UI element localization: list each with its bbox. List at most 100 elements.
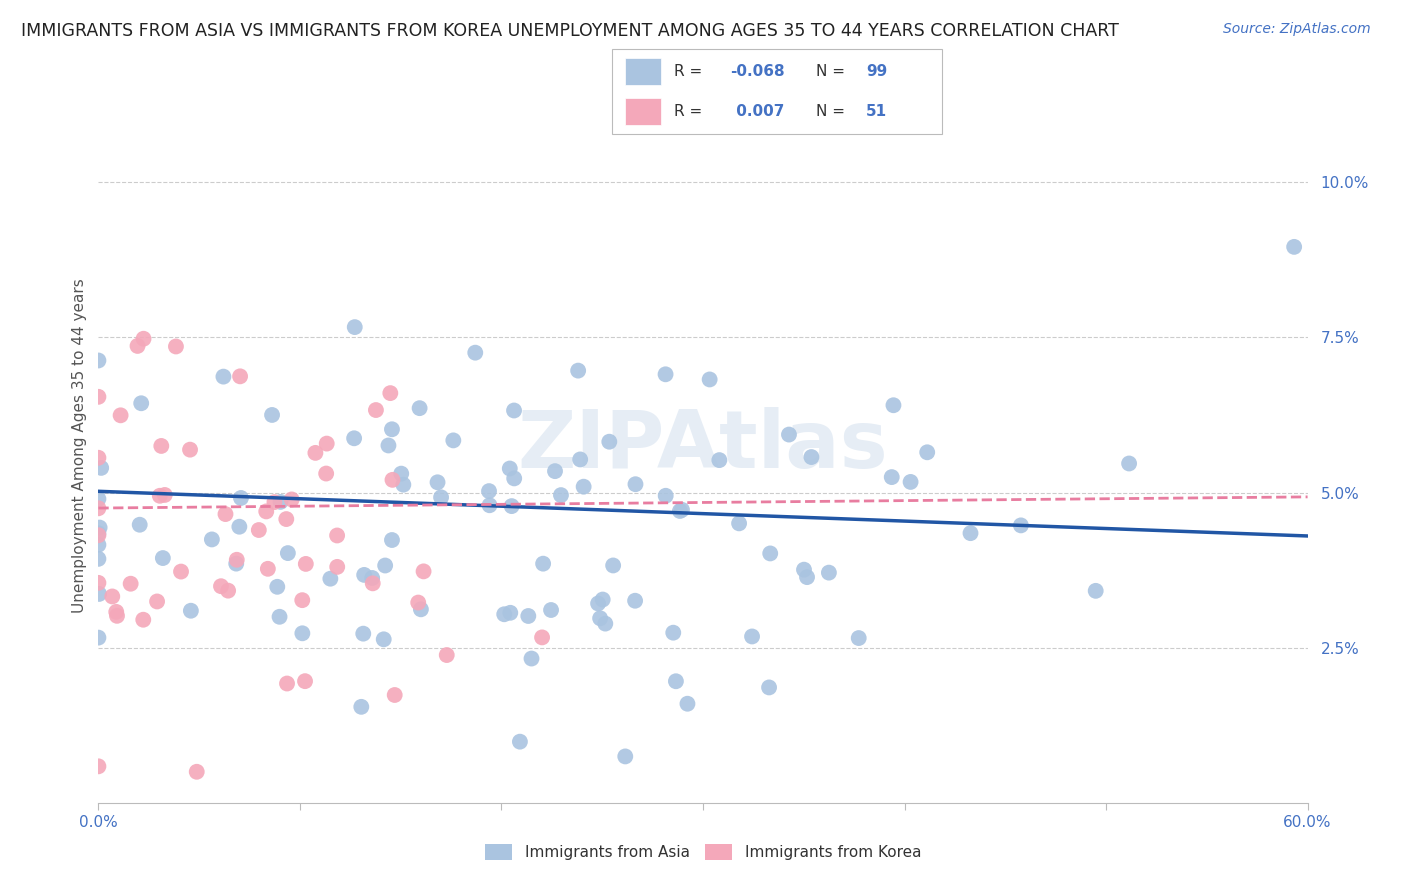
Point [87, 491, 110, 506]
Point [212, 369, 235, 384]
FancyBboxPatch shape [624, 98, 661, 126]
Point [501, 499, 523, 513]
Point [778, 427, 800, 442]
Point [662, 625, 685, 640]
Point [586, 597, 609, 611]
Point [624, 593, 647, 607]
Point [343, 320, 366, 334]
Text: 0.007: 0.007 [731, 104, 785, 120]
Point [319, 572, 342, 586]
Point [699, 372, 721, 386]
Point [87, 587, 110, 601]
Point [217, 583, 239, 598]
Point [517, 609, 540, 624]
Point [595, 616, 617, 631]
Point [1118, 457, 1140, 471]
Point [353, 568, 375, 582]
Text: N =: N = [817, 63, 851, 78]
Point [276, 512, 298, 526]
Point [478, 498, 501, 512]
Point [531, 557, 554, 571]
Point [132, 613, 155, 627]
Point [149, 489, 172, 503]
Point [915, 445, 938, 459]
Point [105, 605, 128, 619]
Point [503, 403, 526, 417]
Point [87, 575, 110, 590]
Point [170, 565, 193, 579]
Point [669, 504, 692, 518]
Point [128, 517, 150, 532]
Point [1010, 518, 1032, 533]
Point [572, 480, 595, 494]
Point [229, 491, 252, 505]
Point [165, 339, 187, 353]
Text: N =: N = [817, 104, 851, 120]
Point [90, 461, 112, 475]
FancyBboxPatch shape [624, 58, 661, 85]
Point [503, 471, 526, 485]
Point [796, 570, 818, 584]
Point [361, 571, 384, 585]
Point [654, 368, 676, 382]
Point [101, 590, 124, 604]
Point [614, 749, 637, 764]
Point [464, 345, 486, 359]
Point [381, 473, 404, 487]
Text: 51: 51 [866, 104, 887, 120]
Point [882, 398, 904, 412]
Point [180, 604, 202, 618]
Point [373, 632, 395, 647]
Point [291, 593, 314, 607]
Point [592, 592, 614, 607]
Point [87, 759, 110, 773]
Point [540, 603, 562, 617]
Point [352, 626, 374, 640]
Point [254, 504, 277, 518]
Point [406, 596, 429, 610]
Point [87, 501, 110, 516]
Text: R =: R = [675, 63, 707, 78]
Point [214, 507, 236, 521]
Point [430, 491, 453, 505]
Point [179, 442, 201, 457]
Point [654, 489, 676, 503]
Point [665, 674, 688, 689]
Point [880, 470, 903, 484]
Text: IMMIGRANTS FROM ASIA VS IMMIGRANTS FROM KOREA UNEMPLOYMENT AMONG AGES 35 TO 44 Y: IMMIGRANTS FROM ASIA VS IMMIGRANTS FROM … [21, 22, 1119, 40]
Point [87, 526, 110, 541]
Point [247, 523, 270, 537]
Point [364, 403, 387, 417]
Point [87, 551, 110, 566]
Point [567, 363, 589, 377]
Point [146, 594, 169, 608]
Point [110, 409, 132, 423]
Point [384, 688, 406, 702]
Point [848, 631, 870, 645]
Point [87, 538, 110, 552]
Point [87, 631, 110, 645]
Point [294, 674, 316, 689]
Point [550, 488, 572, 502]
Point [499, 606, 522, 620]
Point [728, 516, 751, 531]
Legend: Immigrants from Asia, Immigrants from Korea: Immigrants from Asia, Immigrants from Ko… [479, 838, 927, 866]
Point [229, 369, 252, 384]
Point [225, 557, 247, 571]
Point [280, 492, 302, 507]
Point [315, 436, 337, 450]
Point [408, 401, 430, 416]
Point [381, 533, 404, 547]
Point [350, 699, 373, 714]
Point [120, 576, 142, 591]
Point [509, 734, 531, 748]
Point [741, 630, 763, 644]
Text: R =: R = [675, 104, 707, 120]
Point [326, 528, 349, 542]
Point [494, 607, 516, 622]
Point [361, 576, 384, 591]
Point [276, 676, 298, 690]
Point [209, 579, 232, 593]
Point [436, 648, 458, 662]
Point [260, 408, 283, 422]
